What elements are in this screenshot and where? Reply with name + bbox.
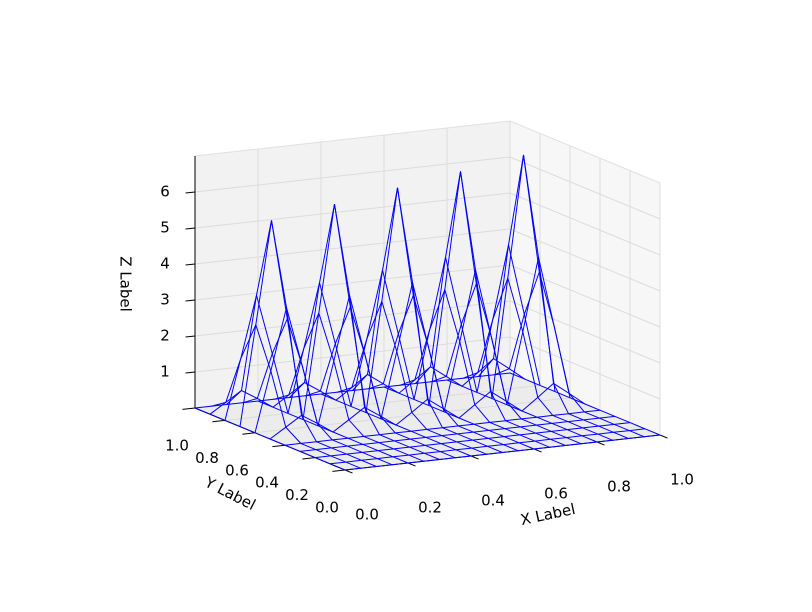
grid-line — [509, 300, 661, 364]
wire-column — [210, 323, 361, 469]
y-tick-label: 0.8 — [195, 449, 219, 467]
x-tick — [533, 448, 542, 453]
y-tick — [212, 419, 226, 423]
wire-column — [242, 317, 393, 466]
y-tick — [302, 457, 316, 460]
wire-column — [305, 305, 456, 459]
grid-line — [254, 397, 571, 434]
back-pane — [194, 120, 511, 409]
x-tick — [407, 462, 416, 467]
x-axis-label: X Label — [519, 500, 577, 529]
z-tick-label: 3 — [160, 291, 170, 309]
z-tick — [185, 335, 196, 338]
wire-column — [226, 220, 377, 467]
y-tick-label: 0.2 — [285, 486, 309, 504]
wire-column — [383, 386, 535, 450]
x-tick — [596, 441, 605, 446]
x-tick-label: 0.0 — [355, 506, 379, 524]
y-tick — [332, 469, 346, 472]
y-tick — [182, 407, 196, 410]
x-tick-label: 0.2 — [418, 499, 442, 517]
z-tick — [185, 227, 196, 230]
y-tick-label: 0.6 — [225, 461, 249, 479]
y-tick — [242, 432, 256, 435]
grid-line — [194, 228, 511, 265]
z-tick — [185, 371, 196, 374]
grid-line — [509, 336, 661, 400]
x-tick-label: 1.0 — [670, 471, 694, 489]
wire-column — [399, 288, 550, 448]
x-tick — [344, 469, 353, 474]
grid-line — [194, 156, 511, 193]
wire-column — [494, 270, 645, 438]
wire-column — [462, 276, 613, 441]
wire-column — [509, 372, 661, 436]
z-axis-label: Z Label — [117, 256, 135, 312]
z-tick-label: 6 — [160, 183, 170, 201]
x-tick-label: 0.4 — [481, 492, 505, 510]
wire-column — [194, 407, 346, 471]
z-tick — [185, 299, 196, 302]
z-tick — [185, 263, 196, 266]
y-tick-label: 0.0 — [315, 499, 339, 517]
wire-column — [446, 379, 598, 443]
grid-line — [194, 264, 511, 301]
grid-line — [224, 384, 541, 421]
z-tick-label: 2 — [160, 327, 170, 345]
wire-column — [415, 171, 566, 446]
wire-column — [368, 293, 519, 452]
wire-column — [320, 393, 472, 457]
z-tick-label: 4 — [160, 255, 170, 273]
y-tick — [272, 444, 286, 448]
grid-line — [194, 192, 511, 229]
z-tick — [185, 191, 196, 194]
z-tick-label: 5 — [160, 219, 170, 237]
x-tick — [659, 434, 668, 439]
wire-column — [352, 187, 503, 453]
wire-column — [431, 282, 582, 445]
wire-column — [336, 299, 487, 455]
wire-column — [289, 204, 440, 460]
y-tick-label: 0.4 — [255, 474, 279, 492]
x-tick-label: 0.8 — [607, 478, 631, 496]
grid-line — [509, 156, 661, 220]
x-tick — [470, 455, 479, 460]
y-tick-label: 1.0 — [165, 437, 189, 455]
wire-column — [273, 311, 424, 462]
x-tick-label: 0.6 — [544, 485, 568, 503]
wire-column — [478, 154, 629, 439]
grid-line — [194, 336, 511, 373]
z-tick-label: 1 — [160, 363, 170, 381]
grid-line — [509, 192, 661, 256]
wire-column — [257, 400, 409, 464]
